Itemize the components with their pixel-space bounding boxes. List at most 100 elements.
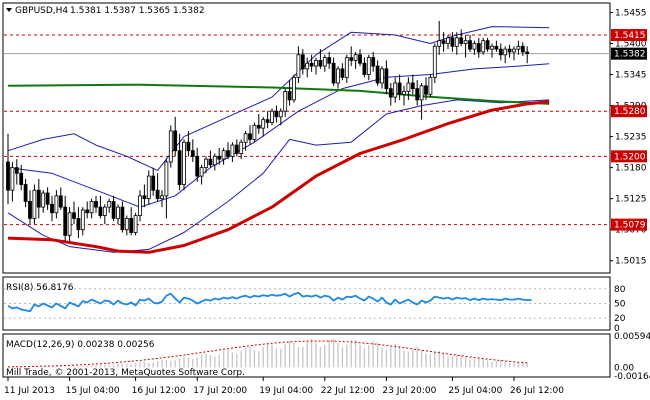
candle-body [344, 57, 349, 78]
candle-body [14, 167, 19, 174]
candle-body [243, 133, 248, 143]
candle-body [512, 48, 516, 53]
candle-body [419, 85, 424, 101]
main-panel-frame [2, 2, 611, 274]
candle-body [120, 206, 125, 231]
candle-body [76, 217, 81, 231]
level-label: 1.5200 [614, 152, 646, 162]
candle-body [226, 150, 230, 157]
candle-body [133, 215, 138, 233]
candle-body [168, 130, 173, 163]
candle-body [371, 57, 376, 67]
candle-body [164, 161, 169, 197]
moving-average-green [7, 83, 550, 105]
candle-body [393, 82, 398, 98]
price-tick-label: 1.5235 [615, 133, 647, 143]
price-axis: 1.54551.54001.53451.52901.52351.51801.51… [610, 8, 647, 267]
candle-body [212, 155, 217, 166]
time-tick-label: 25 Jul 04:00 [448, 386, 502, 396]
candle-body [195, 155, 200, 177]
candle-body [278, 110, 283, 118]
candle-body [463, 40, 468, 44]
time-axis: 11 Jul 2013 15 Jul 04:00 16 Jul 12:00 17 Ju… [4, 377, 564, 396]
candle-body [248, 133, 252, 140]
candle-body [89, 201, 94, 214]
copyright-text: Mill Trade, © 2001-2013, MetaQuotes Soft… [6, 368, 245, 378]
time-tick-label: 11 Jul 2013 [4, 386, 55, 396]
macd-tick-label: 0.00594 [614, 332, 650, 342]
candle-body [10, 167, 15, 191]
candle-body [450, 37, 455, 47]
candle-body [428, 76, 433, 95]
level-label-box [611, 105, 647, 118]
candle-body [525, 51, 530, 55]
candle-body [111, 201, 116, 219]
candle-body [424, 85, 428, 95]
candle-body [503, 48, 508, 56]
candle-body [520, 45, 525, 53]
candle-body [336, 68, 340, 84]
candle-body [362, 62, 367, 75]
candle-body [437, 40, 442, 47]
candle-body [6, 161, 10, 191]
candle-body [239, 141, 244, 154]
candle-body [432, 45, 437, 78]
candle-body [151, 175, 156, 191]
candle-body [402, 91, 406, 95]
candle-body [314, 60, 318, 67]
candle-body [221, 150, 226, 160]
candle-body [446, 37, 450, 44]
candle-body [366, 57, 371, 75]
candle-body [146, 175, 151, 200]
chart-dropdown-icon[interactable] [6, 8, 12, 12]
level-label: 1.5079 [614, 221, 646, 231]
candle-body [476, 43, 481, 53]
time-tick-label: 17 Jul 20:00 [193, 386, 247, 396]
candle-body [270, 110, 274, 123]
rsi-tick-label: 80 [614, 285, 626, 295]
candle-body [494, 45, 499, 50]
candle-body [199, 167, 204, 177]
candle-body [19, 172, 24, 185]
candle-body [406, 82, 411, 92]
level-label: 1.5415 [614, 31, 646, 41]
time-tick-label: 16 Jul 12:00 [132, 386, 186, 396]
ohlc-header: 1.5381 1.5387 1.5365 1.5382 [70, 6, 205, 16]
candle-body [283, 91, 288, 112]
candle-body [85, 209, 90, 214]
candle-body [230, 144, 235, 157]
macd-panel-frame [2, 333, 611, 378]
rsi-line [7, 291, 532, 313]
price-tick-label: 1.5125 [615, 195, 647, 205]
candle-body [107, 201, 112, 208]
candle-body [331, 62, 336, 84]
candle-body [256, 124, 261, 129]
candle-body [32, 189, 37, 219]
candle-body [305, 62, 310, 70]
candle-body [415, 88, 420, 101]
candle-body [234, 144, 239, 154]
candle-body [388, 88, 393, 98]
candle-body [296, 54, 301, 78]
level-label-box [611, 29, 647, 42]
candle-body [472, 43, 477, 50]
candle-body [102, 206, 107, 216]
candle-body [54, 195, 59, 214]
candle-body [481, 40, 486, 53]
candle-body [410, 82, 415, 90]
rsi-indicator: 80 50 200 [4, 285, 626, 334]
level-label-box [611, 150, 647, 163]
candle-body [58, 195, 63, 208]
candle-body [459, 37, 464, 44]
candle-body [252, 124, 257, 140]
price-tick-label: 1.5345 [615, 71, 647, 81]
price-tick-label: 1.5015 [615, 257, 647, 267]
candle-body [265, 119, 270, 123]
macd-tick-label: -0.00164 [614, 372, 650, 382]
candle-body [63, 206, 68, 236]
candle-body [318, 60, 323, 67]
candle-body [41, 192, 46, 208]
candle-body [358, 54, 362, 64]
